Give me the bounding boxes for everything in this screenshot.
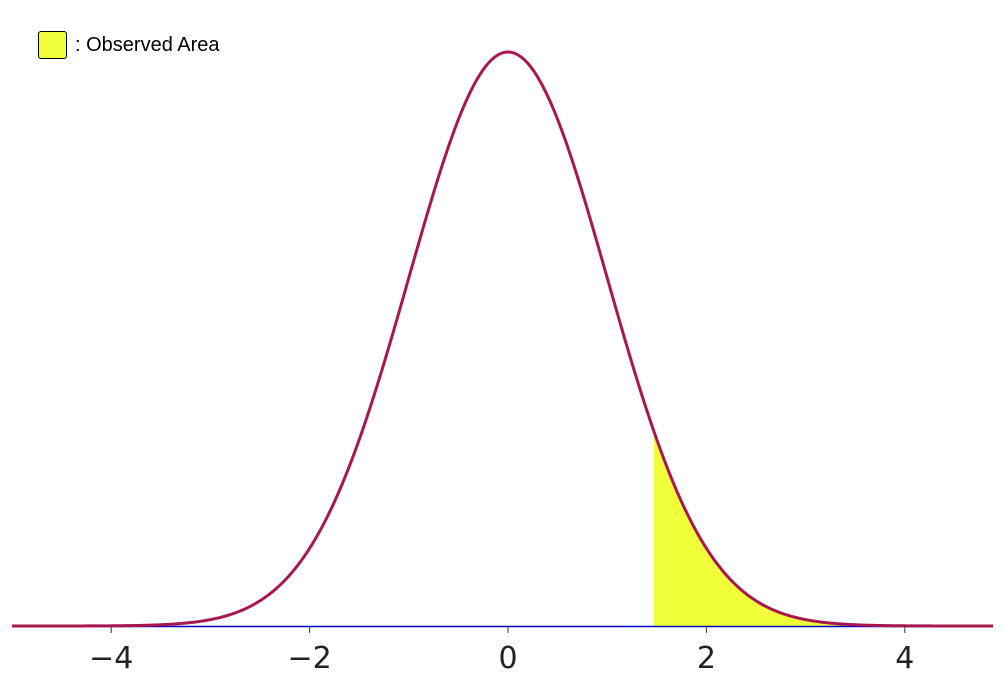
x-tick-label: 4 bbox=[895, 641, 914, 676]
legend: : Observed Area bbox=[38, 31, 220, 59]
x-tick-label: 2 bbox=[697, 641, 716, 676]
legend-swatch-observed-area bbox=[38, 31, 67, 59]
x-axis-ticks: −4 −2 0 2 4 bbox=[89, 626, 914, 676]
x-tick-label: −2 bbox=[287, 641, 331, 676]
x-tick-label: 0 bbox=[498, 641, 517, 676]
normal-curve bbox=[12, 50, 993, 628]
legend-label-observed-area: : Observed Area bbox=[75, 33, 220, 56]
x-tick-label: −4 bbox=[89, 641, 133, 676]
observed-area-region bbox=[653, 431, 993, 626]
